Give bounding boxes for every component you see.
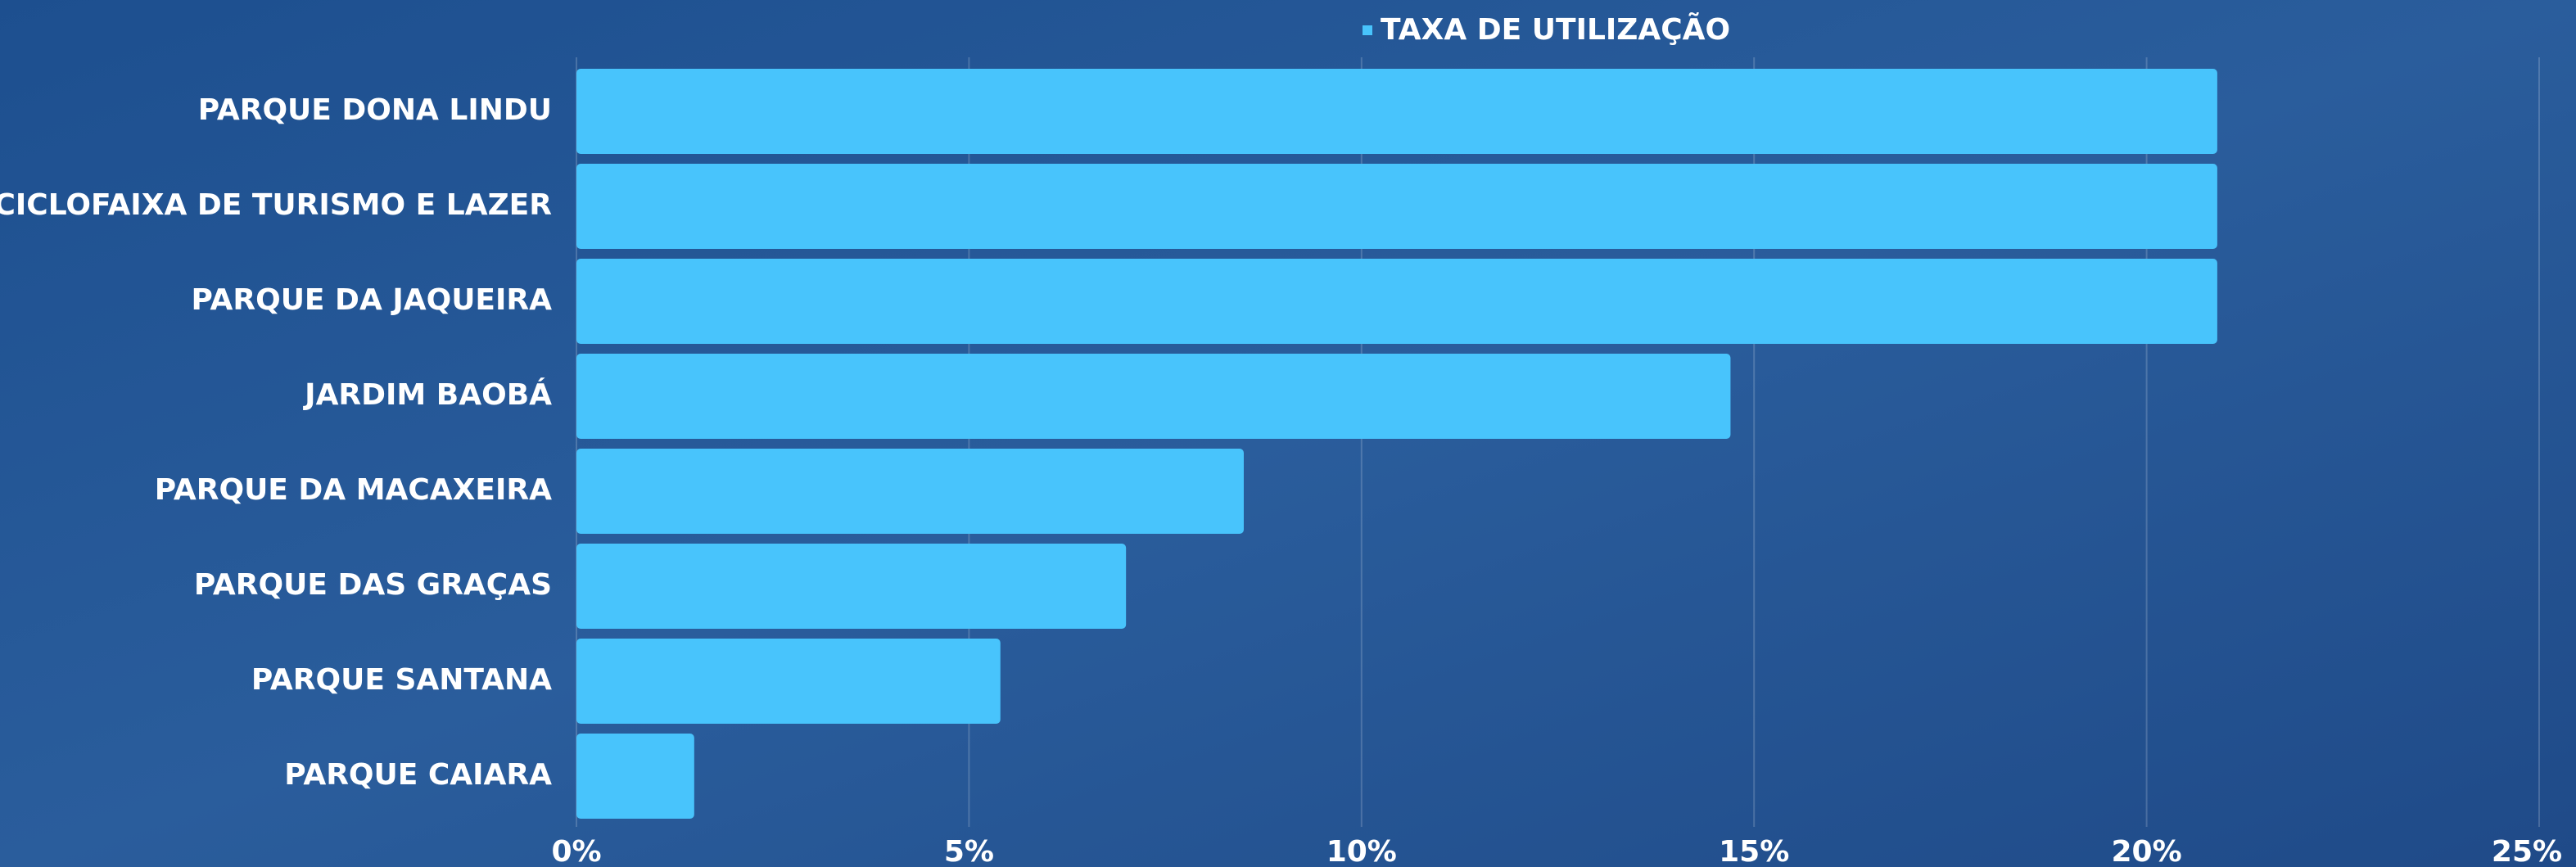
- bar: [576, 544, 1126, 629]
- x-tick-label: 25%: [2492, 835, 2562, 867]
- bar: [576, 69, 2217, 154]
- x-tick-label: 5%: [944, 835, 994, 867]
- x-tick-label: 15%: [1719, 835, 1789, 867]
- legend-label: TAXA DE UTILIZAÇÃO: [1381, 12, 1730, 47]
- bar: [576, 734, 694, 819]
- page: 0% 5% 10% 15% 20% 25% PARQUE DONA LINDU CICLOFA…: [0, 0, 2576, 867]
- y-tick-label: PARQUE DA JAQUEIRA: [191, 283, 552, 317]
- bar: [576, 354, 1730, 439]
- bar: [576, 259, 2217, 344]
- y-tick-label: PARQUE DONA LINDU: [198, 93, 552, 127]
- y-tick-label: PARQUE CAIARA: [284, 758, 552, 792]
- legend-swatch: [1363, 25, 1372, 35]
- bar: [576, 449, 1244, 534]
- y-tick-label: PARQUE DA MACAXEIRA: [155, 473, 552, 507]
- y-tick-label: CICLOFAIXA DE TURISMO E LAZER: [0, 188, 552, 222]
- bar: [576, 164, 2217, 249]
- x-tick-label: 10%: [1326, 835, 1397, 867]
- bar: [576, 639, 1001, 724]
- x-tick-label: 0%: [551, 835, 601, 867]
- x-tick-label: 20%: [2112, 835, 2182, 867]
- y-tick-label: PARQUE SANTANA: [251, 663, 552, 697]
- y-tick-label: PARQUE DAS GRAÇAS: [194, 568, 552, 602]
- chart: 0% 5% 10% 15% 20% 25% PARQUE DONA LINDU CICLOFA…: [0, 0, 2576, 867]
- y-tick-label: JARDIM BAOBÁ: [302, 377, 552, 412]
